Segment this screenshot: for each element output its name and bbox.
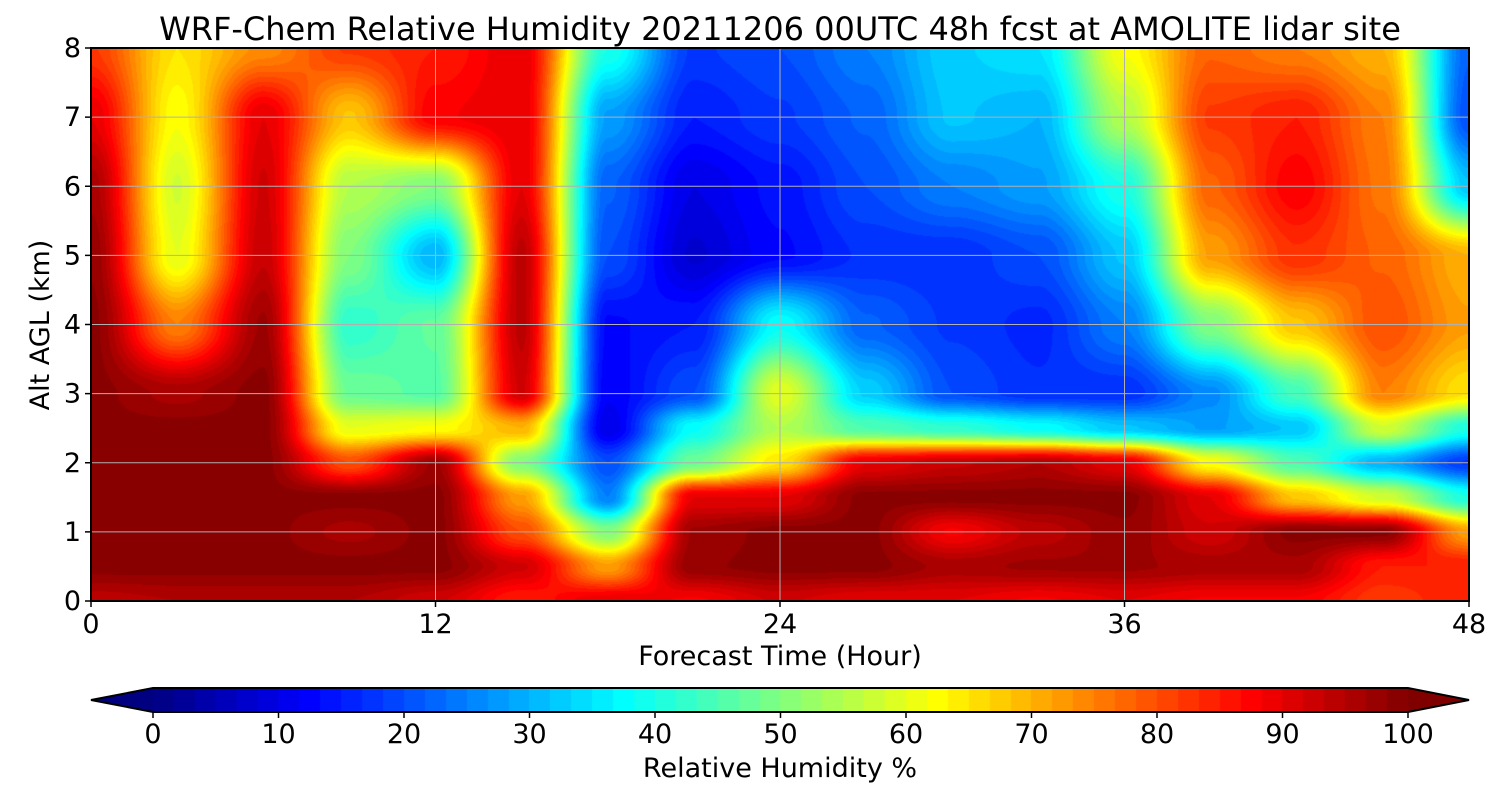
colorbar-tick-label: 100 <box>1382 719 1434 750</box>
colorbar-tick-label: 70 <box>1014 719 1048 750</box>
colorbar-tick-label: 50 <box>763 719 797 750</box>
x-tick-label: 36 <box>1107 609 1141 640</box>
chart-title: WRF-Chem Relative Humidity 20211206 00UT… <box>159 10 1401 48</box>
colorbar-tick-label: 80 <box>1140 719 1174 750</box>
colorbar-tick-label: 40 <box>638 719 672 750</box>
grid-lines <box>91 48 1469 601</box>
x-tick-label: 48 <box>1452 609 1486 640</box>
x-tick-label: 12 <box>418 609 452 640</box>
y-tick-label: 3 <box>64 379 81 410</box>
y-tick-label: 4 <box>64 310 81 341</box>
colorbar-gradient <box>153 688 1408 712</box>
colorbar-tick-label: 30 <box>512 719 546 750</box>
y-axis-label: Alt AGL (km) <box>25 240 56 411</box>
y-tick-label: 2 <box>64 448 81 479</box>
colorbar-extend-min <box>91 688 153 712</box>
colorbar-tick-label: 90 <box>1265 719 1299 750</box>
y-tick-label: 8 <box>64 33 81 64</box>
colorbar-ticks: 0 10 20 30 40 50 60 70 80 90 100 <box>144 712 1434 750</box>
y-tick-label: 0 <box>64 586 81 617</box>
colorbar-label: Relative Humidity % <box>643 753 917 784</box>
y-tick-label: 6 <box>64 171 81 202</box>
y-tick-label: 7 <box>64 102 81 133</box>
y-tick-label: 1 <box>64 517 81 548</box>
y-axis-ticks: 0 1 2 3 4 5 6 7 8 <box>64 33 91 617</box>
x-tick-label: 24 <box>763 609 797 640</box>
x-tick-label: 0 <box>82 609 99 640</box>
x-axis-label: Forecast Time (Hour) <box>638 641 922 672</box>
colorbar-tick-label: 10 <box>261 719 295 750</box>
colorbar-tick-label: 0 <box>144 719 161 750</box>
y-tick-label: 5 <box>64 240 81 271</box>
colorbar-extend-max <box>1408 688 1469 712</box>
colorbar-tick-label: 60 <box>889 719 923 750</box>
colorbar-tick-label: 20 <box>387 719 421 750</box>
colorbar-outline <box>90 687 1470 713</box>
x-axis-ticks: 0 12 24 36 48 <box>82 601 1486 640</box>
